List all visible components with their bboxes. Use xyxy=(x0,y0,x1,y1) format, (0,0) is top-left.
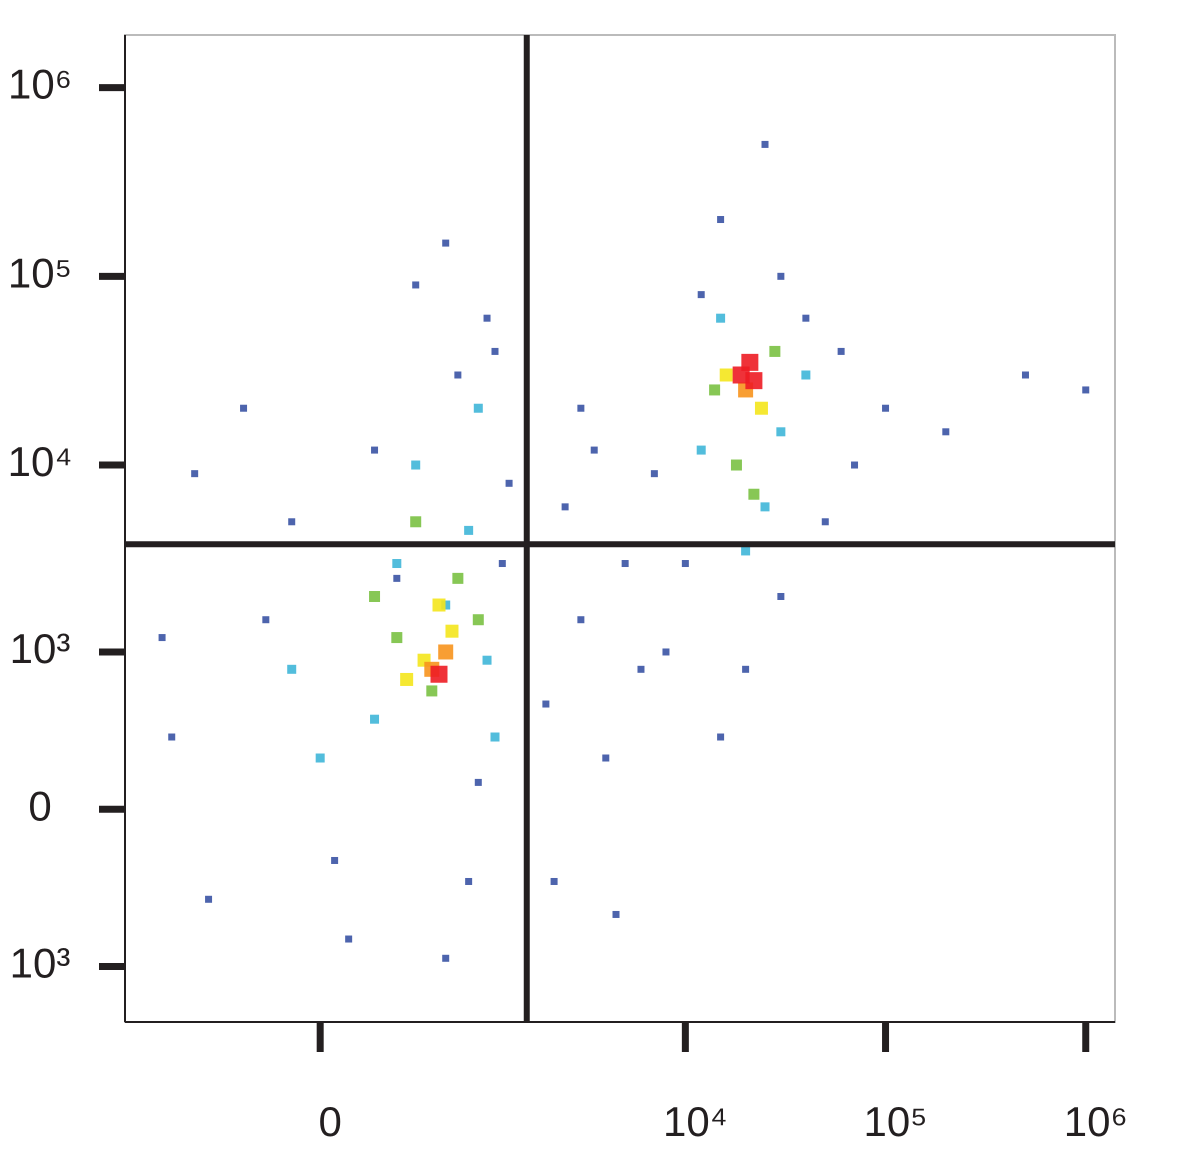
point xyxy=(465,877,473,885)
point xyxy=(426,685,438,697)
point xyxy=(454,371,462,379)
point xyxy=(438,644,454,660)
y-tick-label: 10⁶ xyxy=(8,61,72,108)
point xyxy=(490,732,500,742)
point xyxy=(837,347,845,355)
y-tick-label: 10⁴ xyxy=(8,438,73,485)
point xyxy=(612,910,620,918)
point xyxy=(391,632,403,644)
point xyxy=(1082,386,1090,394)
point xyxy=(262,616,270,624)
point xyxy=(441,600,451,610)
point xyxy=(240,404,248,412)
point xyxy=(802,314,810,322)
point xyxy=(464,525,474,535)
point xyxy=(577,404,585,412)
point xyxy=(697,291,705,299)
point xyxy=(542,700,550,708)
point xyxy=(741,546,751,556)
point xyxy=(483,314,491,322)
x-tick-label: 10⁴ xyxy=(663,1098,728,1145)
point xyxy=(191,470,199,478)
point xyxy=(709,384,721,396)
point xyxy=(801,370,811,380)
point xyxy=(345,935,353,943)
y-tick-label: 10⁵ xyxy=(8,249,72,296)
y-tick-label: 10³ xyxy=(10,940,71,987)
point xyxy=(392,559,402,569)
point xyxy=(777,272,785,280)
point xyxy=(410,516,422,528)
point xyxy=(742,665,750,673)
point xyxy=(205,895,213,903)
point xyxy=(315,753,325,763)
x-tick-label: 10⁶ xyxy=(1064,1098,1128,1145)
x-tick-label: 0 xyxy=(319,1098,342,1145)
point xyxy=(577,616,585,624)
point xyxy=(821,518,829,526)
point xyxy=(472,614,484,626)
point xyxy=(400,672,414,686)
point xyxy=(776,427,786,437)
point xyxy=(745,372,763,390)
point xyxy=(769,345,781,357)
point xyxy=(1021,371,1029,379)
point xyxy=(882,404,890,412)
point xyxy=(442,954,450,962)
point xyxy=(430,665,448,683)
point xyxy=(498,560,506,568)
plot-frame xyxy=(124,34,1116,1023)
point xyxy=(369,590,381,602)
point xyxy=(851,461,859,469)
point xyxy=(445,624,459,638)
point xyxy=(331,856,339,864)
point xyxy=(158,634,166,642)
point xyxy=(741,353,759,371)
point xyxy=(590,446,598,454)
point xyxy=(288,518,296,526)
point xyxy=(432,598,446,612)
point xyxy=(637,665,645,673)
point xyxy=(505,479,513,487)
point xyxy=(942,428,950,436)
point xyxy=(754,401,768,415)
x-tick-label: 10⁵ xyxy=(863,1098,927,1145)
point xyxy=(168,733,176,741)
point xyxy=(717,733,725,741)
point xyxy=(662,648,670,656)
point xyxy=(761,140,769,148)
point xyxy=(561,503,569,511)
point xyxy=(393,574,401,582)
point xyxy=(650,470,658,478)
point xyxy=(473,403,483,413)
y-tick-label: 10³ xyxy=(10,625,71,672)
point xyxy=(412,281,420,289)
point xyxy=(717,216,725,224)
point xyxy=(452,572,464,584)
point xyxy=(411,460,421,470)
point xyxy=(716,313,726,323)
point xyxy=(287,664,297,674)
point xyxy=(730,459,742,471)
y-tick-label: 0 xyxy=(28,782,51,829)
point xyxy=(442,239,450,247)
point xyxy=(491,347,499,355)
point xyxy=(602,754,610,762)
point xyxy=(777,592,785,600)
point xyxy=(621,560,629,568)
point xyxy=(719,368,733,382)
point xyxy=(681,560,689,568)
point xyxy=(748,488,760,500)
point xyxy=(550,877,558,885)
point xyxy=(482,655,492,665)
point xyxy=(696,445,706,455)
point xyxy=(474,778,482,786)
point xyxy=(370,714,380,724)
point xyxy=(371,446,379,454)
point xyxy=(760,502,770,512)
